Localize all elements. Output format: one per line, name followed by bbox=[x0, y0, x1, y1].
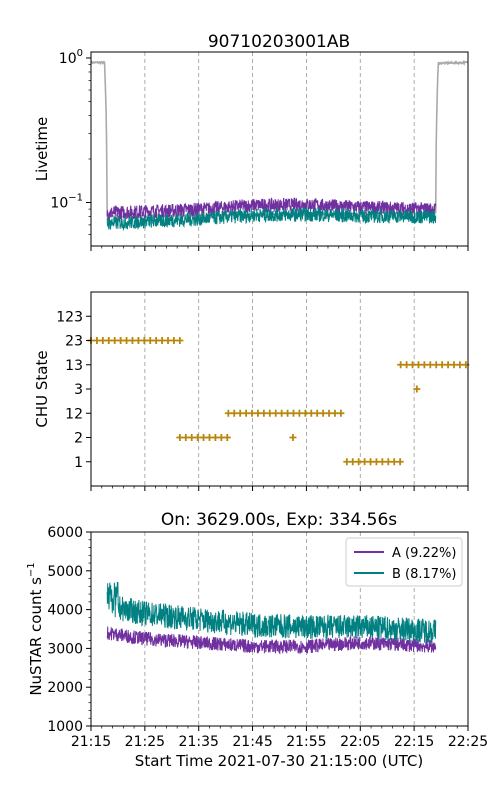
y-tick-label: 4000 bbox=[47, 603, 83, 619]
y-tick-label: 123 bbox=[56, 309, 83, 325]
chu-axes-frame bbox=[91, 292, 468, 486]
chu-x-ticks bbox=[91, 486, 468, 491]
rate-x-label: Start Time 2021-07-30 21:15:00 (UTC) bbox=[135, 752, 423, 770]
y-tick-label: 12 bbox=[65, 406, 83, 422]
rate-y-ticks: 1000 2000 3000 4000 5000 6000 bbox=[47, 525, 91, 735]
y-tick-label: 2 bbox=[74, 431, 83, 447]
legend: A (9.22%) B (8.17%) bbox=[346, 538, 462, 586]
livetime-x-ticks bbox=[91, 246, 468, 251]
livetime-panel: 100 10−1 Livetime bbox=[33, 48, 468, 251]
rate-b-line bbox=[107, 582, 436, 643]
y-tick-label: 10−1 bbox=[50, 192, 83, 211]
rate-panel: On: 3629.00s, Exp: 334.56s 1000 2000 3000 4… bbox=[26, 510, 488, 770]
legend-label-a: A (9.22%) bbox=[392, 546, 456, 561]
rate-title: On: 3629.00s, Exp: 334.56s bbox=[161, 510, 397, 530]
y-tick-label: 5000 bbox=[47, 564, 83, 580]
y-tick-label: 13 bbox=[65, 358, 83, 374]
y-tick-label: 100 bbox=[59, 48, 83, 67]
x-tick-label: 21:55 bbox=[286, 734, 326, 750]
x-tick-label: 21:15 bbox=[71, 734, 111, 750]
y-tick-label: 1 bbox=[74, 455, 83, 471]
x-tick-label: 22:25 bbox=[448, 734, 488, 750]
livetime-y-label: Livetime bbox=[33, 117, 51, 182]
legend-label-b: B (8.17%) bbox=[392, 567, 457, 582]
chu-grid bbox=[145, 292, 414, 486]
chu-y-label: CHU State bbox=[33, 350, 51, 427]
y-tick-label: 23 bbox=[65, 334, 83, 350]
chu-marker bbox=[176, 337, 183, 344]
chart-title: 90710203001AB bbox=[208, 32, 350, 52]
chu-marker bbox=[224, 434, 231, 441]
chu-marker bbox=[289, 434, 296, 441]
livetime-series bbox=[91, 62, 468, 230]
x-tick-label: 21:25 bbox=[125, 734, 165, 750]
rate-series bbox=[107, 582, 436, 653]
x-tick-label: 21:45 bbox=[232, 734, 272, 750]
y-tick-label: 2000 bbox=[47, 680, 83, 696]
livetime-total-line bbox=[91, 62, 468, 218]
livetime-y-ticks: 100 10−1 bbox=[50, 48, 91, 235]
y-tick-label: 3000 bbox=[47, 641, 83, 657]
rate-x-ticks: 21:15 21:25 21:35 21:45 21:55 22:05 22:15 22:25 bbox=[71, 726, 488, 750]
x-tick-label: 22:15 bbox=[394, 734, 434, 750]
x-tick-label: 22:05 bbox=[340, 734, 380, 750]
x-tick-label: 21:35 bbox=[179, 734, 219, 750]
rate-y-label: NuSTAR count s−1 bbox=[26, 562, 45, 695]
y-tick-label: 1000 bbox=[47, 719, 83, 735]
chu-marker bbox=[397, 458, 404, 465]
y-tick-label: 3 bbox=[74, 382, 83, 398]
chu-marker bbox=[337, 410, 344, 417]
y-tick-label: 6000 bbox=[47, 525, 83, 541]
